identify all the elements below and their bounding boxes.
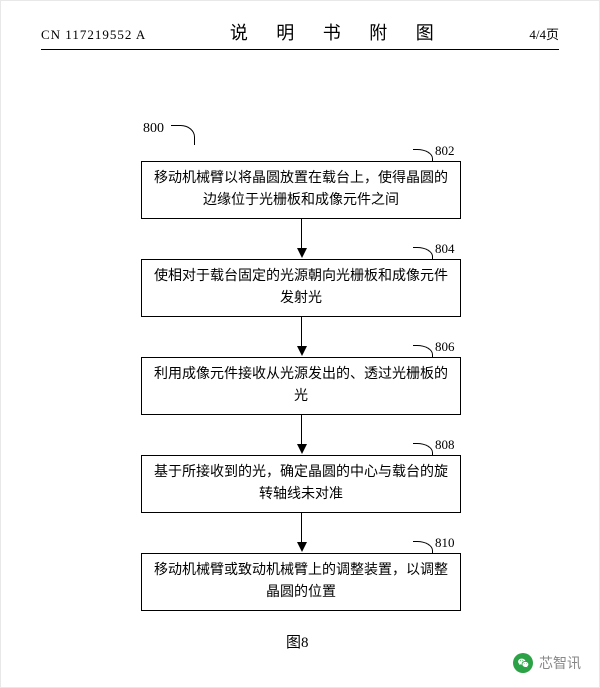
watermark: 芯智讯: [513, 653, 581, 673]
flow-arrow-head: [297, 542, 307, 552]
patent-page: CN 117219552 A 说 明 书 附 图 4/4页 800 802 移动机…: [0, 0, 600, 688]
flow-arrow-line: [301, 415, 302, 445]
flow-arrow-line: [301, 219, 302, 249]
document-number: CN 117219552 A: [41, 27, 146, 43]
step-number: 806: [435, 339, 455, 355]
flowchart-label: 800: [143, 121, 164, 137]
step-text: 移动机械臂或致动机械臂上的调整装置，以调整晶圆的位置: [152, 560, 450, 605]
flow-arrow-head: [297, 248, 307, 258]
step-text: 移动机械臂以将晶圆放置在载台上，使得晶圆的边缘位于光栅板和成像元件之间: [152, 168, 450, 213]
step-text: 利用成像元件接收从光源发出的、透过光栅板的光: [152, 364, 450, 409]
step-number: 804: [435, 241, 455, 257]
step-number-leader: [413, 247, 433, 259]
step-number-leader: [413, 443, 433, 455]
step-number: 802: [435, 143, 455, 159]
wechat-icon: [513, 653, 533, 673]
step-number: 810: [435, 535, 455, 551]
flow-arrow-line: [301, 513, 302, 543]
flowchart-step: 使相对于载台固定的光源朝向光栅板和成像元件发射光: [141, 259, 461, 317]
step-number: 808: [435, 437, 455, 453]
step-number-leader: [413, 149, 433, 161]
figure-caption: 图8: [286, 631, 309, 652]
step-text: 基于所接收到的光，确定晶圆的中心与载台的旋转轴线未对准: [152, 462, 450, 507]
flow-arrow-head: [297, 346, 307, 356]
flowchart-label-leader: [171, 125, 195, 145]
watermark-text: 芯智讯: [539, 653, 581, 673]
flowchart-step: 基于所接收到的光，确定晶圆的中心与载台的旋转轴线未对准: [141, 455, 461, 513]
page-number: 4/4页: [529, 24, 559, 43]
page-header: CN 117219552 A 说 明 书 附 图 4/4页: [41, 19, 559, 50]
step-number-leader: [413, 541, 433, 553]
header-title: 说 明 书 附 图: [230, 19, 446, 45]
flow-arrow-line: [301, 317, 302, 347]
flowchart-step: 移动机械臂或致动机械臂上的调整装置，以调整晶圆的位置: [141, 553, 461, 611]
flowchart-step: 移动机械臂以将晶圆放置在载台上，使得晶圆的边缘位于光栅板和成像元件之间: [141, 161, 461, 219]
flowchart-step: 利用成像元件接收从光源发出的、透过光栅板的光: [141, 357, 461, 415]
step-text: 使相对于载台固定的光源朝向光栅板和成像元件发射光: [152, 266, 450, 311]
figure-area: 800 802 移动机械臂以将晶圆放置在载台上，使得晶圆的边缘位于光栅板和成像元件…: [1, 61, 599, 627]
step-number-leader: [413, 345, 433, 357]
flow-arrow-head: [297, 444, 307, 454]
